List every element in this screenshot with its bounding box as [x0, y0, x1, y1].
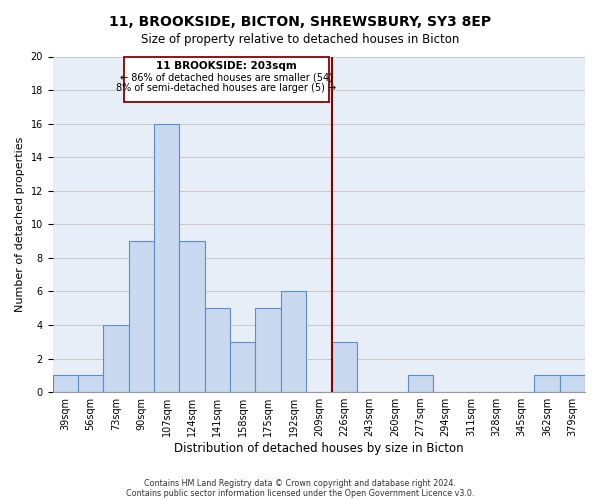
Text: 8% of semi-detached houses are larger (5) →: 8% of semi-detached houses are larger (5… [116, 84, 337, 94]
Text: Contains HM Land Registry data © Crown copyright and database right 2024.: Contains HM Land Registry data © Crown c… [144, 478, 456, 488]
Bar [154, 124, 179, 392]
Y-axis label: Number of detached properties: Number of detached properties [15, 136, 25, 312]
Bar [560, 376, 585, 392]
Text: Size of property relative to detached houses in Bicton: Size of property relative to detached ho… [141, 32, 459, 46]
Text: 11 BROOKSIDE: 203sqm: 11 BROOKSIDE: 203sqm [156, 60, 296, 70]
Bar [179, 241, 205, 392]
Bar [53, 376, 78, 392]
Bar [535, 376, 560, 392]
Bar [281, 292, 306, 392]
FancyBboxPatch shape [124, 56, 329, 102]
Text: ← 86% of detached houses are smaller (54): ← 86% of detached houses are smaller (54… [120, 72, 333, 83]
Text: 11, BROOKSIDE, BICTON, SHREWSBURY, SY3 8EP: 11, BROOKSIDE, BICTON, SHREWSBURY, SY3 8… [109, 15, 491, 29]
Bar [230, 342, 256, 392]
Bar [407, 376, 433, 392]
Bar [103, 325, 129, 392]
Bar [205, 308, 230, 392]
Bar [78, 376, 103, 392]
Bar [129, 241, 154, 392]
X-axis label: Distribution of detached houses by size in Bicton: Distribution of detached houses by size … [174, 442, 464, 455]
Bar [256, 308, 281, 392]
Bar [332, 342, 357, 392]
Text: Contains public sector information licensed under the Open Government Licence v3: Contains public sector information licen… [126, 488, 474, 498]
